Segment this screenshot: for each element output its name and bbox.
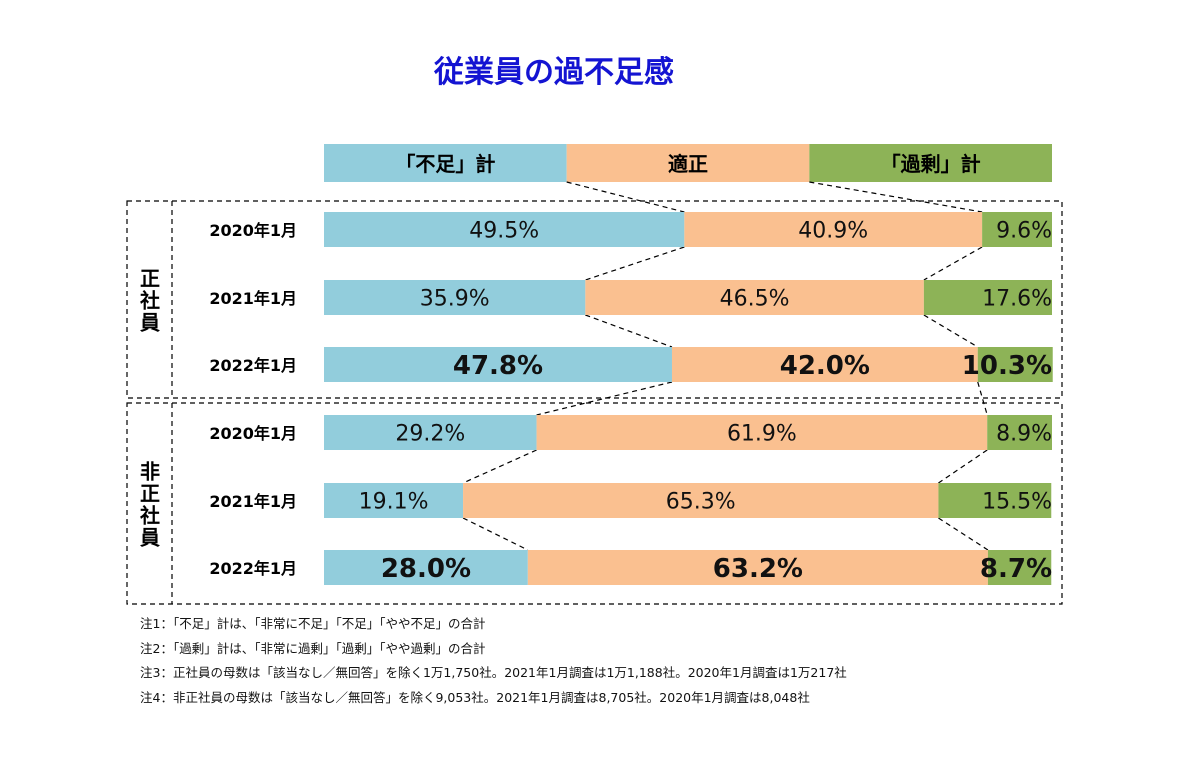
connector-line: [938, 517, 989, 551]
bar-segment: [987, 415, 1052, 450]
legend-swatch-1: [324, 144, 567, 182]
row-label: 2020年1月: [209, 424, 297, 443]
bar-segment: [463, 483, 939, 518]
group-label-char: 社: [139, 504, 160, 528]
data-label: 65.3%: [666, 489, 736, 514]
legend-label-1: 「不足」計: [395, 152, 495, 176]
bar-segment: [585, 280, 924, 315]
bar-segment: [324, 550, 528, 585]
group-label-char: 非: [140, 460, 160, 484]
group-label-char: 正: [140, 267, 160, 291]
notes: 注1：「不足」計は、「非常に不足」「不足」「やや不足」の合計 注2：「過剰」計は…: [140, 612, 847, 710]
data-label: 19.1%: [359, 489, 429, 514]
legend-label-2: 適正: [668, 152, 708, 176]
connector-line: [462, 449, 537, 484]
data-label: 9.6%: [996, 218, 1052, 243]
bar-segment: [671, 347, 978, 382]
group-label-char: 正: [140, 482, 160, 506]
connector-line: [809, 181, 983, 213]
data-label: 63.2%: [713, 554, 803, 584]
bar-segment: [536, 415, 988, 450]
row-label: 2021年1月: [209, 289, 297, 308]
data-label: 49.5%: [469, 218, 539, 243]
connector-line: [938, 449, 988, 484]
connector-line: [585, 314, 673, 348]
data-label: 8.9%: [996, 421, 1052, 446]
note-2: 注2：「過剰」計は、「非常に過剰」「過剰」「やや過剰」の合計: [140, 640, 486, 656]
bar-segment: [977, 347, 1053, 382]
legend-swatch-2: [566, 144, 810, 182]
row-label: 2022年1月: [209, 356, 297, 375]
data-label: 28.0%: [381, 554, 471, 584]
data-label: 42.0%: [780, 351, 870, 381]
bar-segment: [324, 483, 464, 518]
connector-line: [585, 246, 685, 281]
bar-segment: [938, 483, 1052, 518]
data-label: 40.9%: [798, 218, 868, 243]
connector-line: [977, 381, 988, 416]
group-label-char: 社: [139, 289, 160, 313]
bar-segment: [987, 550, 1052, 585]
connector-line: [462, 517, 529, 551]
data-label: 61.9%: [727, 421, 797, 446]
note-1: 注1：「不足」計は、「非常に不足」「不足」「やや不足」の合計: [140, 616, 486, 631]
data-label: 46.5%: [720, 286, 790, 311]
bar-segment: [923, 280, 1052, 315]
note-4: 注4：非正社員の母数は「該当なし／無回答」を除く9,053社。2021年1月調査…: [140, 689, 810, 705]
data-label: 35.9%: [420, 286, 490, 311]
data-label: 29.2%: [395, 421, 465, 446]
connector-line: [923, 246, 983, 281]
bar-segment: [684, 212, 983, 247]
bar-segment: [324, 415, 537, 450]
data-label: 15.5%: [982, 489, 1052, 514]
row-label: 2021年1月: [209, 492, 297, 511]
chart-title: 従業員の過不足感: [433, 55, 674, 90]
bar-segment: [324, 347, 672, 382]
bar-segment: [324, 212, 685, 247]
group-box-2: [126, 402, 1063, 605]
data-label: 10.3%: [962, 351, 1052, 381]
bar-segment: [324, 280, 586, 315]
data-label: 17.6%: [982, 286, 1052, 311]
bar-segment: [982, 212, 1052, 247]
data-label: 47.8%: [453, 351, 543, 381]
group-label-char: 員: [139, 311, 160, 335]
row-label: 2020年1月: [209, 221, 297, 240]
connector-line: [923, 314, 979, 348]
connector-line: [566, 181, 685, 213]
row-label: 2022年1月: [209, 559, 297, 578]
data-label: 8.7%: [980, 554, 1052, 584]
group-label-char: 員: [139, 526, 160, 550]
legend-swatch-3: [809, 144, 1052, 182]
bar-segment: [527, 550, 988, 585]
legend-label-3: 「過剰」計: [881, 152, 981, 176]
note-3: 注3：正社員の母数は「該当なし／無回答」を除く1万1,750社。2021年1月調…: [140, 665, 847, 680]
